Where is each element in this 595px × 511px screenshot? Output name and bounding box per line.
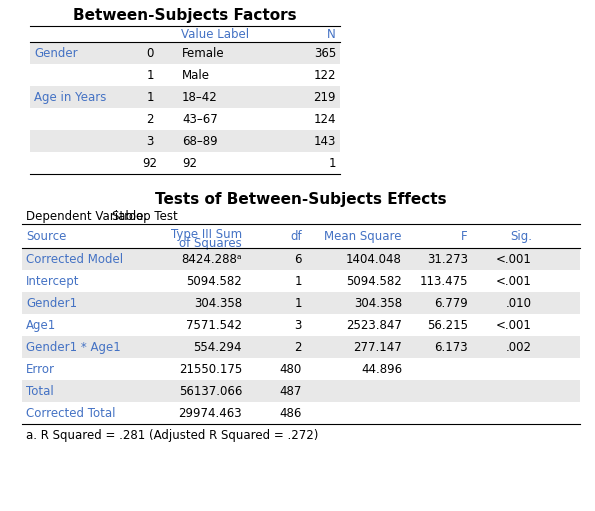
- Text: 6: 6: [295, 252, 302, 266]
- Text: Mean Square: Mean Square: [324, 229, 402, 243]
- Text: 5094.582: 5094.582: [186, 274, 242, 288]
- Text: Tests of Between-Subjects Effects: Tests of Between-Subjects Effects: [155, 192, 447, 207]
- Text: Intercept: Intercept: [26, 274, 80, 288]
- Text: 7571.542: 7571.542: [186, 318, 242, 332]
- Text: 56137.066: 56137.066: [178, 384, 242, 398]
- Text: 92: 92: [142, 156, 158, 170]
- Text: <.001: <.001: [496, 252, 532, 266]
- Text: a. R Squared = .281 (Adjusted R Squared = .272): a. R Squared = .281 (Adjusted R Squared …: [26, 429, 318, 442]
- Bar: [22, 358, 580, 380]
- Text: 5094.582: 5094.582: [346, 274, 402, 288]
- Bar: [22, 402, 580, 424]
- Text: 2523.847: 2523.847: [346, 318, 402, 332]
- Text: Gender1 * Age1: Gender1 * Age1: [26, 340, 121, 354]
- Text: 1: 1: [146, 68, 154, 81]
- Text: Dependent Variable:: Dependent Variable:: [26, 210, 148, 223]
- Text: Age in Years: Age in Years: [34, 90, 107, 104]
- Text: <.001: <.001: [496, 318, 532, 332]
- Text: 2: 2: [295, 340, 302, 354]
- Text: Source: Source: [26, 229, 67, 243]
- Text: 143: 143: [314, 134, 336, 148]
- Text: 29974.463: 29974.463: [178, 406, 242, 420]
- Text: 219: 219: [314, 90, 336, 104]
- Text: 31.273: 31.273: [427, 252, 468, 266]
- Text: 3: 3: [146, 134, 154, 148]
- Text: 44.896: 44.896: [361, 362, 402, 376]
- Text: Total: Total: [26, 384, 54, 398]
- Text: 1: 1: [146, 90, 154, 104]
- Text: 277.147: 277.147: [353, 340, 402, 354]
- Bar: [22, 292, 580, 314]
- Text: 92: 92: [182, 156, 197, 170]
- Text: Gender: Gender: [34, 47, 77, 59]
- Text: 2: 2: [146, 112, 154, 126]
- Text: 1404.048: 1404.048: [346, 252, 402, 266]
- Text: 365: 365: [314, 47, 336, 59]
- Text: 21550.175: 21550.175: [178, 362, 242, 376]
- Bar: [30, 130, 340, 152]
- Text: Gender1: Gender1: [26, 296, 77, 310]
- Text: Between-Subjects Factors: Between-Subjects Factors: [73, 8, 297, 23]
- Text: 0: 0: [146, 47, 154, 59]
- Bar: [22, 380, 580, 402]
- Text: 487: 487: [280, 384, 302, 398]
- Text: Stroop Test: Stroop Test: [112, 210, 178, 223]
- Text: 122: 122: [314, 68, 336, 81]
- Text: 8424.288ᵃ: 8424.288ᵃ: [181, 252, 242, 266]
- Text: 480: 480: [280, 362, 302, 376]
- Text: 18–42: 18–42: [182, 90, 218, 104]
- Text: 304.358: 304.358: [354, 296, 402, 310]
- Text: 1: 1: [295, 274, 302, 288]
- Text: Error: Error: [26, 362, 55, 376]
- Text: 6.779: 6.779: [434, 296, 468, 310]
- Bar: [22, 248, 580, 270]
- Text: .002: .002: [506, 340, 532, 354]
- Text: Female: Female: [182, 47, 225, 59]
- Text: Sig.: Sig.: [510, 229, 532, 243]
- Text: df: df: [290, 229, 302, 243]
- Text: Age1: Age1: [26, 318, 57, 332]
- Bar: [22, 270, 580, 292]
- Text: F: F: [461, 229, 468, 243]
- Text: Corrected Total: Corrected Total: [26, 406, 115, 420]
- Text: .010: .010: [506, 296, 532, 310]
- Bar: [30, 108, 340, 130]
- Text: 68–89: 68–89: [182, 134, 218, 148]
- Text: 304.358: 304.358: [194, 296, 242, 310]
- Bar: [30, 86, 340, 108]
- Text: of Squares: of Squares: [179, 237, 242, 250]
- Bar: [30, 152, 340, 174]
- Text: 43–67: 43–67: [182, 112, 218, 126]
- Text: 3: 3: [295, 318, 302, 332]
- Text: 56.215: 56.215: [427, 318, 468, 332]
- Text: 1: 1: [328, 156, 336, 170]
- Text: N: N: [327, 28, 336, 41]
- Text: 486: 486: [280, 406, 302, 420]
- Bar: [30, 64, 340, 86]
- Text: 113.475: 113.475: [419, 274, 468, 288]
- Text: <.001: <.001: [496, 274, 532, 288]
- Text: 1: 1: [295, 296, 302, 310]
- Text: 6.173: 6.173: [434, 340, 468, 354]
- Text: Value Label: Value Label: [181, 28, 249, 41]
- Bar: [22, 336, 580, 358]
- Text: 124: 124: [314, 112, 336, 126]
- Text: Type III Sum: Type III Sum: [171, 228, 242, 241]
- Bar: [30, 42, 340, 64]
- Text: Corrected Model: Corrected Model: [26, 252, 123, 266]
- Bar: [22, 314, 580, 336]
- Text: Male: Male: [182, 68, 210, 81]
- Text: 554.294: 554.294: [193, 340, 242, 354]
